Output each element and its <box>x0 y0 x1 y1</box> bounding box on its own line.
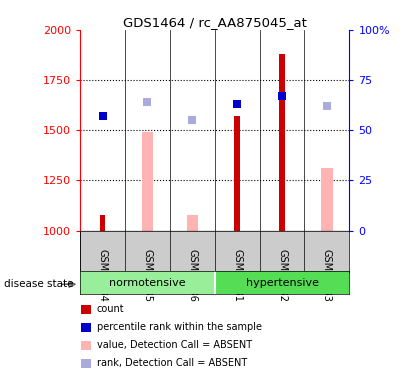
Text: GSM28686: GSM28686 <box>187 249 197 302</box>
Title: GDS1464 / rc_AA875045_at: GDS1464 / rc_AA875045_at <box>123 16 307 29</box>
Text: normotensive: normotensive <box>109 278 186 288</box>
Text: GSM28681: GSM28681 <box>232 249 242 302</box>
Bar <box>321 168 332 231</box>
Text: rank, Detection Call = ABSENT: rank, Detection Call = ABSENT <box>97 358 247 368</box>
Point <box>323 103 330 109</box>
Text: GSM28683: GSM28683 <box>322 249 332 302</box>
Text: GSM28685: GSM28685 <box>143 249 152 302</box>
Point <box>234 101 240 107</box>
Bar <box>142 132 153 231</box>
Bar <box>81 305 91 314</box>
Text: value, Detection Call = ABSENT: value, Detection Call = ABSENT <box>97 340 252 350</box>
Bar <box>80 271 215 294</box>
Bar <box>99 214 106 231</box>
Bar <box>81 341 91 350</box>
Bar <box>279 54 285 231</box>
Point <box>279 93 285 99</box>
Point <box>144 99 151 105</box>
Bar <box>187 214 198 231</box>
Point <box>99 113 106 119</box>
Point <box>189 117 196 123</box>
Bar <box>81 359 91 368</box>
Text: GSM28682: GSM28682 <box>277 249 287 302</box>
Text: count: count <box>97 304 124 314</box>
Bar <box>81 323 91 332</box>
Text: hypertensive: hypertensive <box>245 278 319 288</box>
Text: disease state: disease state <box>4 279 74 289</box>
Bar <box>215 271 349 294</box>
Text: GSM28684: GSM28684 <box>97 249 108 302</box>
Text: percentile rank within the sample: percentile rank within the sample <box>97 322 261 332</box>
Bar <box>234 116 240 231</box>
